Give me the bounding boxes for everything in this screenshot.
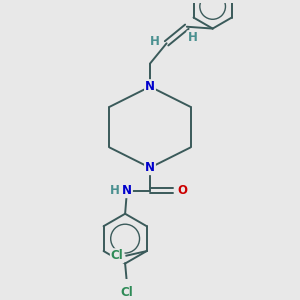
Text: H: H	[188, 31, 197, 44]
Text: Cl: Cl	[111, 249, 124, 262]
Text: H: H	[110, 184, 120, 197]
Text: N: N	[122, 184, 132, 197]
Text: H: H	[150, 35, 160, 48]
Text: Cl: Cl	[121, 286, 133, 299]
Text: O: O	[177, 184, 187, 197]
Text: N: N	[145, 161, 155, 174]
Text: N: N	[145, 80, 155, 93]
